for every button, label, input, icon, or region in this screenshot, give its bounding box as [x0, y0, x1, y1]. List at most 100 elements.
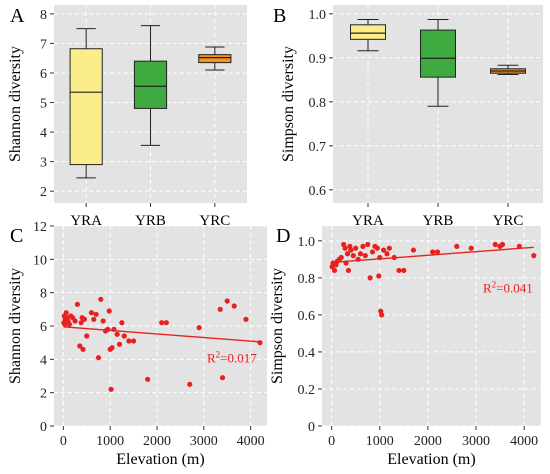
data-point [357, 251, 364, 257]
box-yrb [420, 19, 456, 107]
y-tick-label: 12 [33, 220, 47, 235]
data-point [369, 249, 376, 255]
data-point [119, 320, 125, 326]
data-point [362, 253, 368, 259]
data-point [401, 267, 407, 274]
panel-d: D 0 0.2 0.4 0.6 0.8 1.0 Simpson diversity 0 1000 2… [269, 225, 541, 468]
y-axis-label: Shannon diversity [7, 268, 24, 384]
data-point [365, 241, 371, 248]
y-tick-label: 2 [40, 387, 47, 402]
x-axis-label: Elevation (m) [387, 451, 475, 468]
r-squared-annotation: R2=0.017 [207, 350, 257, 366]
data-point [331, 267, 338, 274]
y-tick-label: 10 [33, 253, 47, 268]
y-tick-label: 1.0 [309, 8, 327, 23]
data-point [88, 310, 95, 316]
data-point [360, 243, 366, 249]
regression-line [331, 246, 534, 264]
data-point [396, 267, 402, 274]
data-point [116, 341, 123, 347]
x-tick-label: 3000 [190, 434, 218, 449]
data-point [78, 320, 84, 326]
data-point [84, 333, 90, 339]
data-point [492, 241, 498, 248]
data-point [217, 306, 223, 312]
y-tick-label: 0.6 [309, 184, 327, 199]
y-axis-label: Simpson diversity [269, 268, 286, 384]
y-tick-label: 0.6 [298, 309, 316, 324]
data-point [344, 251, 351, 257]
x-tick-label: 3000 [462, 434, 490, 449]
data-point [374, 245, 380, 251]
r-squared-annotation: R2=0.041 [483, 280, 533, 296]
panel-a: A 2 3 4 5 6 7 8 Shannon diversity YRA YRB YRC [7, 5, 247, 229]
data-point [145, 376, 151, 382]
data-point [72, 318, 78, 324]
box-iqr [69, 48, 103, 166]
data-point [196, 325, 202, 331]
x-tick-label: 1000 [366, 434, 394, 449]
data-point [434, 249, 441, 255]
x-tick-label: 0 [328, 434, 335, 449]
y-tick-label: 0.7 [309, 140, 327, 155]
data-point [80, 346, 86, 352]
data-point [126, 338, 132, 344]
data-point [342, 245, 348, 251]
panel-letter: B [273, 5, 286, 27]
y-axis-label: Simpson diversity [280, 46, 297, 162]
data-point [454, 243, 460, 249]
x-tick-label: 2000 [143, 434, 171, 449]
y-tick-label: 0.4 [298, 346, 316, 361]
box-yrc [490, 64, 526, 76]
panel-letter: D [276, 225, 290, 247]
y-tick-label: 4 [40, 126, 47, 141]
data-point [499, 241, 506, 248]
data-point [121, 333, 127, 339]
y-tick-label: 1.0 [298, 235, 316, 250]
regression-line [63, 326, 261, 343]
box-yra [69, 28, 103, 179]
category-label: YRC [199, 213, 230, 229]
y-tick-label: 0.9 [309, 52, 327, 67]
y-tick-label: 0 [40, 420, 47, 435]
box-iqr [350, 24, 386, 40]
data-point [384, 251, 390, 257]
y-tick-label: 2 [40, 185, 47, 200]
data-point [219, 375, 226, 381]
y-tick-label: 4 [40, 353, 47, 368]
data-point [93, 311, 99, 317]
data-point [367, 275, 373, 281]
data-point [66, 321, 73, 327]
data-point [159, 320, 165, 326]
data-point [386, 245, 392, 251]
y-tick-label: 3 [40, 156, 47, 171]
data-point [381, 247, 387, 253]
data-point [430, 249, 436, 255]
category-label: YRB [423, 213, 454, 229]
category-label: YRA [70, 213, 102, 229]
y-tick-label: 5 [40, 97, 47, 112]
x-tick-label: 4000 [237, 434, 265, 449]
data-point [74, 301, 81, 307]
panel-b: B 0.6 0.7 0.8 0.9 1.0 Simpson diversity YRA YRB Y… [273, 5, 543, 229]
y-tick-label: 7 [40, 37, 47, 52]
data-point [130, 338, 137, 344]
y-tick-label: 6 [40, 67, 47, 82]
data-point [224, 298, 230, 304]
panel-letter: C [10, 225, 23, 247]
y-tick-label: 6 [40, 320, 47, 335]
data-point [410, 247, 417, 253]
data-point [105, 326, 111, 332]
x-tick-label: 1000 [96, 434, 124, 449]
data-point [338, 254, 344, 261]
y-tick-label: 0 [308, 420, 315, 435]
y-tick-label: 8 [40, 287, 47, 302]
data-point [350, 253, 356, 259]
data-point [531, 253, 537, 259]
category-label: YRA [352, 213, 384, 229]
data-point [187, 381, 193, 387]
data-point [91, 316, 97, 322]
panel-letter: A [10, 5, 25, 27]
data-point [257, 340, 263, 346]
